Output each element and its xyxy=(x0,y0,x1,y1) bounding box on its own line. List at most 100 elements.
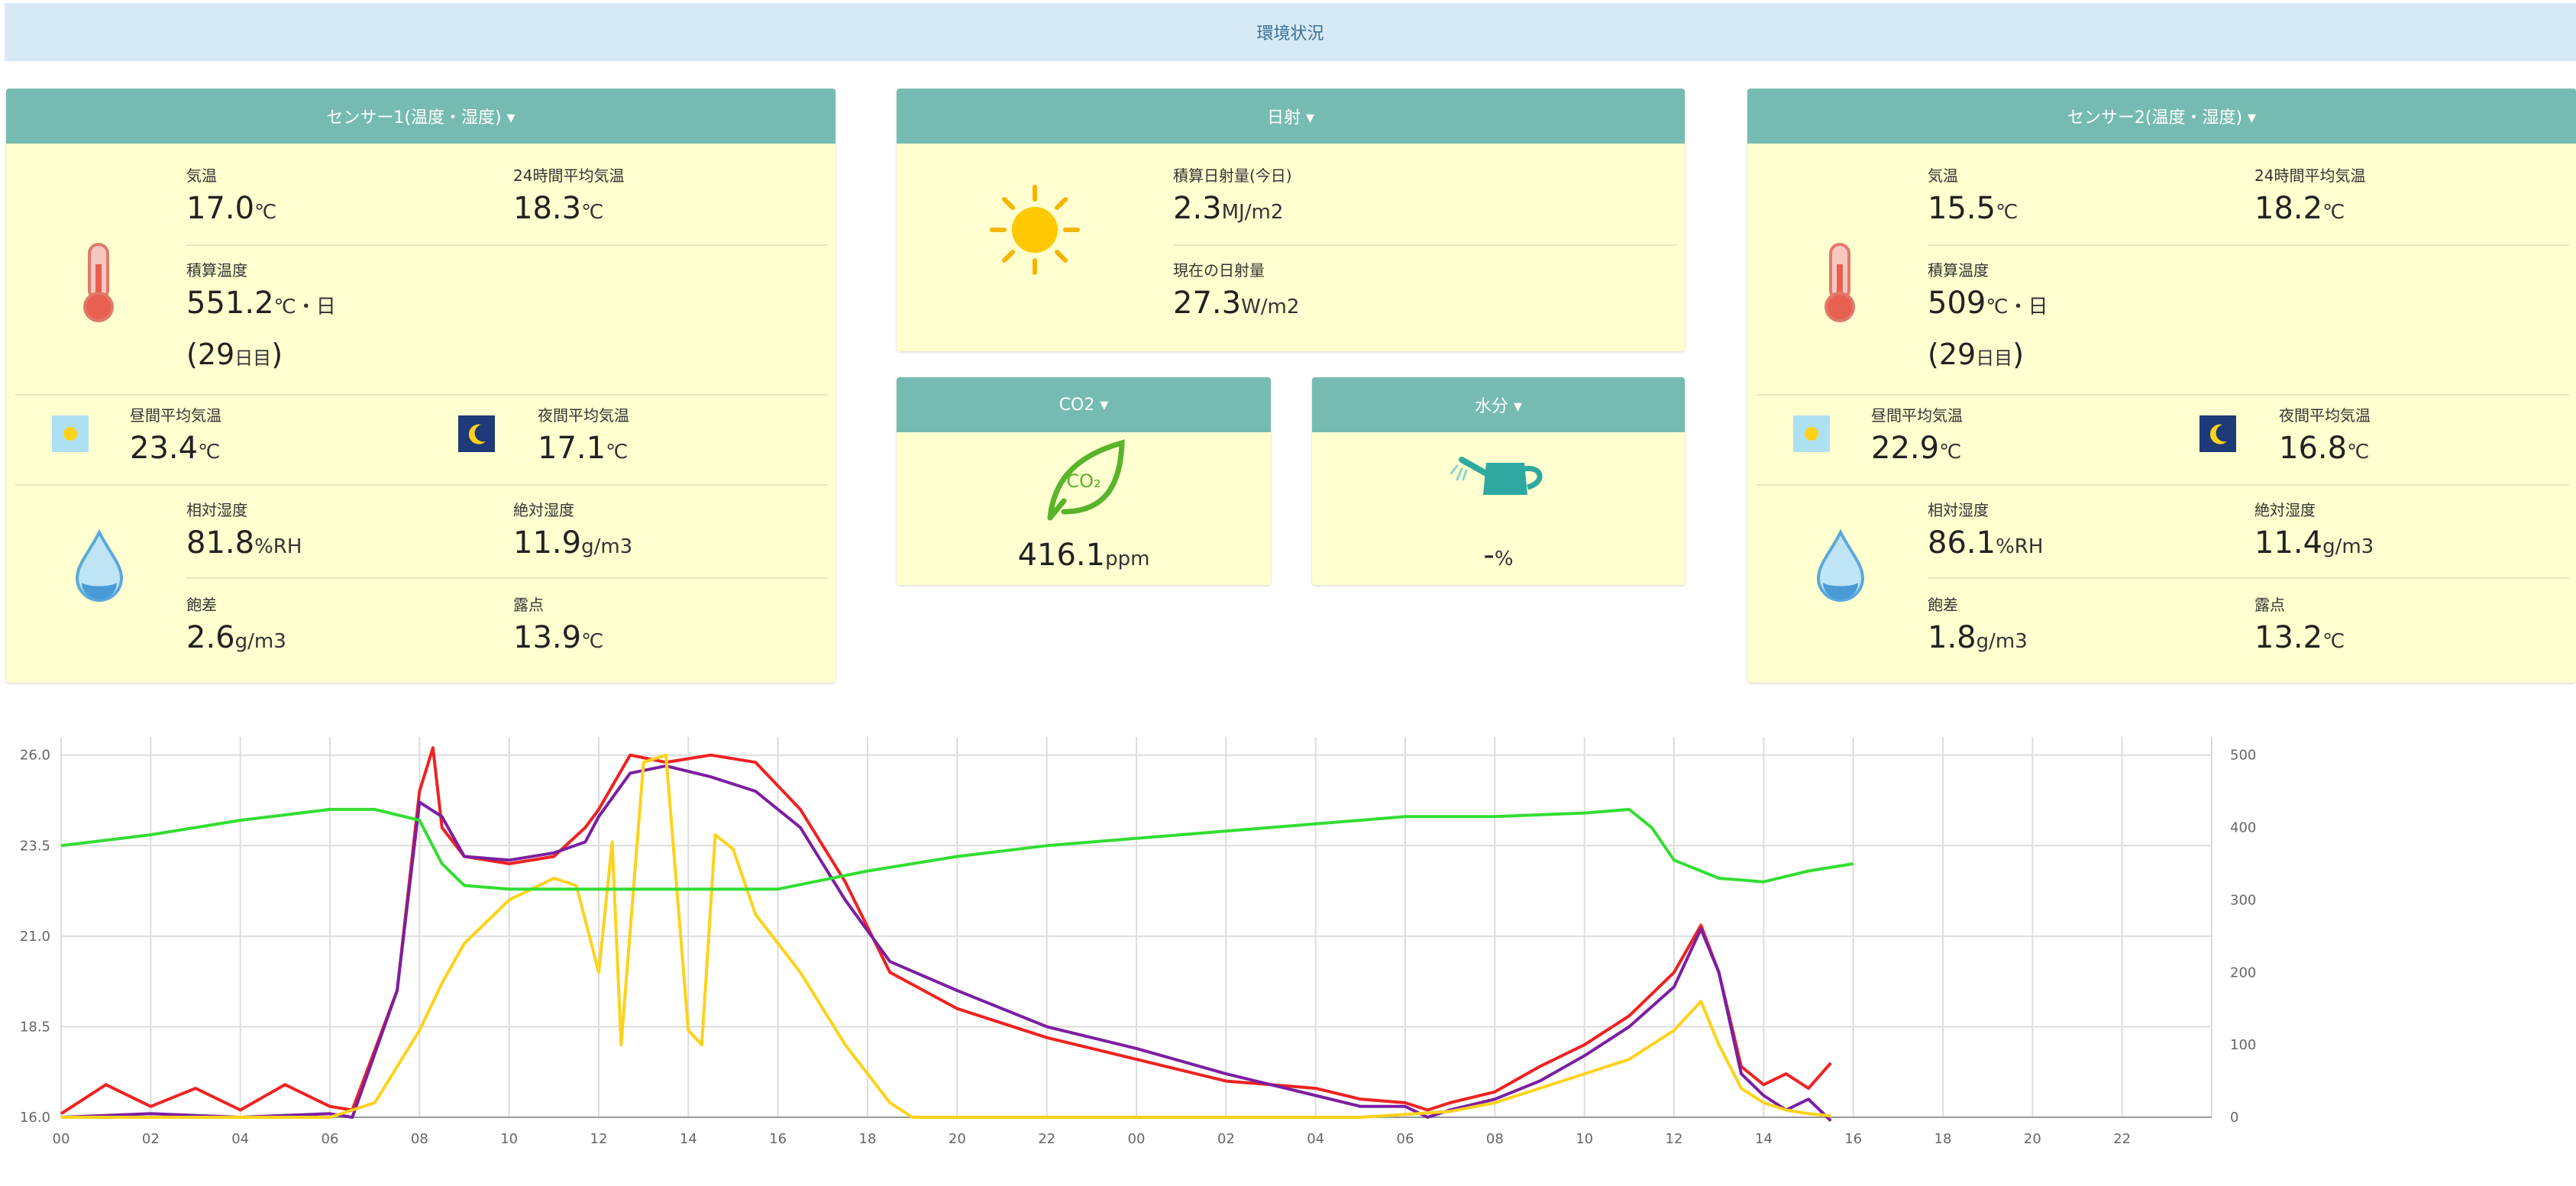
sensor1-header[interactable]: センサー1(温度・湿度) ▾ xyxy=(6,89,836,144)
chart-x-tick-label: 18 xyxy=(1934,1131,1952,1147)
divider xyxy=(186,577,828,579)
sensor2-day-avg: 昼間平均気温 22.9℃ xyxy=(1871,406,1963,466)
chart-y-left-tick-label: 18.5 xyxy=(20,1019,50,1035)
divider xyxy=(1173,244,1677,246)
chart-x-tick-label: 06 xyxy=(322,1131,339,1147)
co2-panel: CO2 ▾ CO₂ 416.1ppm xyxy=(897,377,1271,585)
chart-y-right-tick-label: 0 xyxy=(2230,1110,2238,1126)
sensor2-rh: 相対湿度 86.1%RH xyxy=(1928,501,2044,561)
divider xyxy=(15,484,828,486)
chart-x-tick-label: 08 xyxy=(1486,1131,1504,1147)
chart-x-tick-label: 02 xyxy=(142,1131,160,1147)
chart-x-tick-label: 04 xyxy=(231,1131,249,1147)
chart-y-right-tick-label: 500 xyxy=(2230,748,2256,764)
chart-x-tick-label: 20 xyxy=(2024,1131,2041,1147)
sensor2-temp: 気温 15.5℃ xyxy=(1928,166,2018,226)
environment-chart: 00 02 04 06 08 10 12 14 16 18 20 22 00 02 04 06 08 10 12 14… xyxy=(0,729,2576,1186)
sensor1-avg24: 24時間平均気温 18.3℃ xyxy=(513,166,625,226)
chart-x-tick-label: 00 xyxy=(53,1131,70,1147)
sensor1-night-avg: 夜間平均気温 17.1℃ xyxy=(538,406,629,466)
chart-x-tick-label: 16 xyxy=(769,1131,787,1147)
moisture-header[interactable]: 水分 ▾ xyxy=(1312,377,1685,432)
divider xyxy=(1757,484,2569,486)
chart-y-right-tick-label: 400 xyxy=(2230,820,2256,836)
chart-y-right-tick-label: 300 xyxy=(2230,892,2256,908)
co2-header[interactable]: CO2 ▾ xyxy=(897,377,1271,432)
divider xyxy=(1757,394,2569,396)
svg-text:CO₂: CO₂ xyxy=(1066,470,1101,492)
chart-y-left-tick-label: 16.0 xyxy=(20,1110,50,1126)
chart-x-tick-label: 14 xyxy=(680,1131,697,1147)
chart-y-right-tick-label: 100 xyxy=(2230,1037,2256,1053)
divider xyxy=(186,244,828,246)
sensor1-accum: 積算温度 551.2℃・日 xyxy=(186,261,336,321)
sensor1-day-avg: 昼間平均気温 23.4℃ xyxy=(130,406,221,466)
chart-x-tick-label: 14 xyxy=(1755,1131,1773,1147)
sensor1-temp: 気温 17.0℃ xyxy=(186,166,277,226)
chart-x-tick-label: 22 xyxy=(2113,1131,2131,1147)
chart-svg: 00 02 04 06 08 10 12 14 16 18 20 22 00 02 04 06 08 10 12 14… xyxy=(20,737,2256,1147)
chart-series-line-1 xyxy=(60,764,1832,1123)
chart-x-tick-label: 22 xyxy=(1038,1131,1055,1147)
divider xyxy=(1928,244,2569,246)
sensor2-panel: センサー2(温度・湿度) ▾ 気温 15.5℃ 24時間平均気温 18.2℃ 積… xyxy=(1747,89,2576,683)
divider xyxy=(15,394,828,396)
chart-y-left-tick-label: 23.5 xyxy=(20,838,50,854)
chart-x-tick-label: 10 xyxy=(1576,1131,1593,1147)
sensor1-days: (29日目) xyxy=(186,338,283,371)
chart-x-tick-label: 06 xyxy=(1397,1131,1414,1147)
sensor2-days: (29日目) xyxy=(1928,338,2025,371)
solar-panel: 日射 ▾ 積算日射量(今日) 2.3MJ/m2 現在の日射量 27.3W/m2 xyxy=(897,89,1685,351)
sensor1-rh: 相対湿度 81.8%RH xyxy=(186,501,302,561)
sensor2-avg24: 24時間平均気温 18.2℃ xyxy=(2254,166,2366,226)
sensor2-deficit: 飽差 1.8g/m3 xyxy=(1928,596,2028,655)
sensor1-deficit: 飽差 2.6g/m3 xyxy=(186,596,286,655)
solar-accum: 積算日射量(今日) 2.3MJ/m2 xyxy=(1173,166,1292,226)
chart-x-tick-label: 02 xyxy=(1217,1131,1235,1147)
solar-header[interactable]: 日射 ▾ xyxy=(897,89,1685,144)
moisture-title: 水分 ▾ xyxy=(1474,397,1523,416)
water-drop-icon xyxy=(1810,524,1871,608)
watering-can-icon xyxy=(1446,438,1553,515)
sun-icon xyxy=(985,180,1084,280)
sun-icon xyxy=(49,412,92,455)
chart-x-tick-label: 12 xyxy=(1666,1131,1683,1147)
chart-x-tick-label: 20 xyxy=(949,1131,966,1147)
leaf-co2-icon: CO₂ xyxy=(1034,434,1133,528)
page-title: 環境状況 xyxy=(1256,24,1324,44)
sensor1-ah: 絶対湿度 11.9g/m3 xyxy=(513,501,633,561)
moon-icon xyxy=(2196,412,2239,455)
chart-x-tick-label: 16 xyxy=(1844,1131,1862,1147)
solar-title: 日射 ▾ xyxy=(1266,108,1315,128)
sensor2-accum: 積算温度 509℃・日 xyxy=(1928,261,2048,321)
chart-series-line-0 xyxy=(60,746,1832,1115)
moisture-panel: 水分 ▾ -% xyxy=(1312,377,1685,585)
divider xyxy=(1928,577,2569,579)
sensor1-panel: センサー1(温度・湿度) ▾ 気温 17.0℃ 24時間平均気温 18.3℃ 積… xyxy=(6,89,836,683)
solar-current: 現在の日射量 27.3W/m2 xyxy=(1173,261,1300,321)
chart-y-left-tick-label: 21.0 xyxy=(20,929,50,945)
chart-series-line-3 xyxy=(60,807,1854,891)
thermometer-icon xyxy=(72,226,125,341)
chart-series-line-2 xyxy=(61,753,1831,1119)
thermometer-icon xyxy=(1813,226,1867,341)
chart-x-tick-label: 18 xyxy=(859,1131,877,1147)
chart-x-tick-label: 00 xyxy=(1128,1131,1146,1147)
water-drop-icon xyxy=(69,524,130,608)
sensor1-dew: 露点 13.9℃ xyxy=(513,596,604,655)
co2-value: 416.1ppm xyxy=(1017,538,1150,573)
moisture-value: -% xyxy=(1483,538,1514,573)
sensor2-dew: 露点 13.2℃ xyxy=(2254,596,2345,655)
page-title-bar: 環境状況 xyxy=(5,3,2576,61)
sensor2-night-avg: 夜間平均気温 16.8℃ xyxy=(2279,406,2371,466)
chart-x-tick-label: 04 xyxy=(1307,1131,1324,1147)
sensor2-ah: 絶対湿度 11.4g/m3 xyxy=(2254,501,2374,561)
chart-x-tick-label: 10 xyxy=(500,1131,518,1147)
sensor2-header[interactable]: センサー2(温度・湿度) ▾ xyxy=(1747,89,2576,144)
sun-icon xyxy=(1790,412,1833,455)
sensor1-title: センサー1(温度・湿度) ▾ xyxy=(326,108,516,128)
chart-y-left-tick-label: 26.0 xyxy=(20,748,50,764)
chart-x-tick-label: 08 xyxy=(411,1131,428,1147)
co2-title: CO2 ▾ xyxy=(1059,395,1109,415)
chart-x-tick-label: 12 xyxy=(590,1131,608,1147)
